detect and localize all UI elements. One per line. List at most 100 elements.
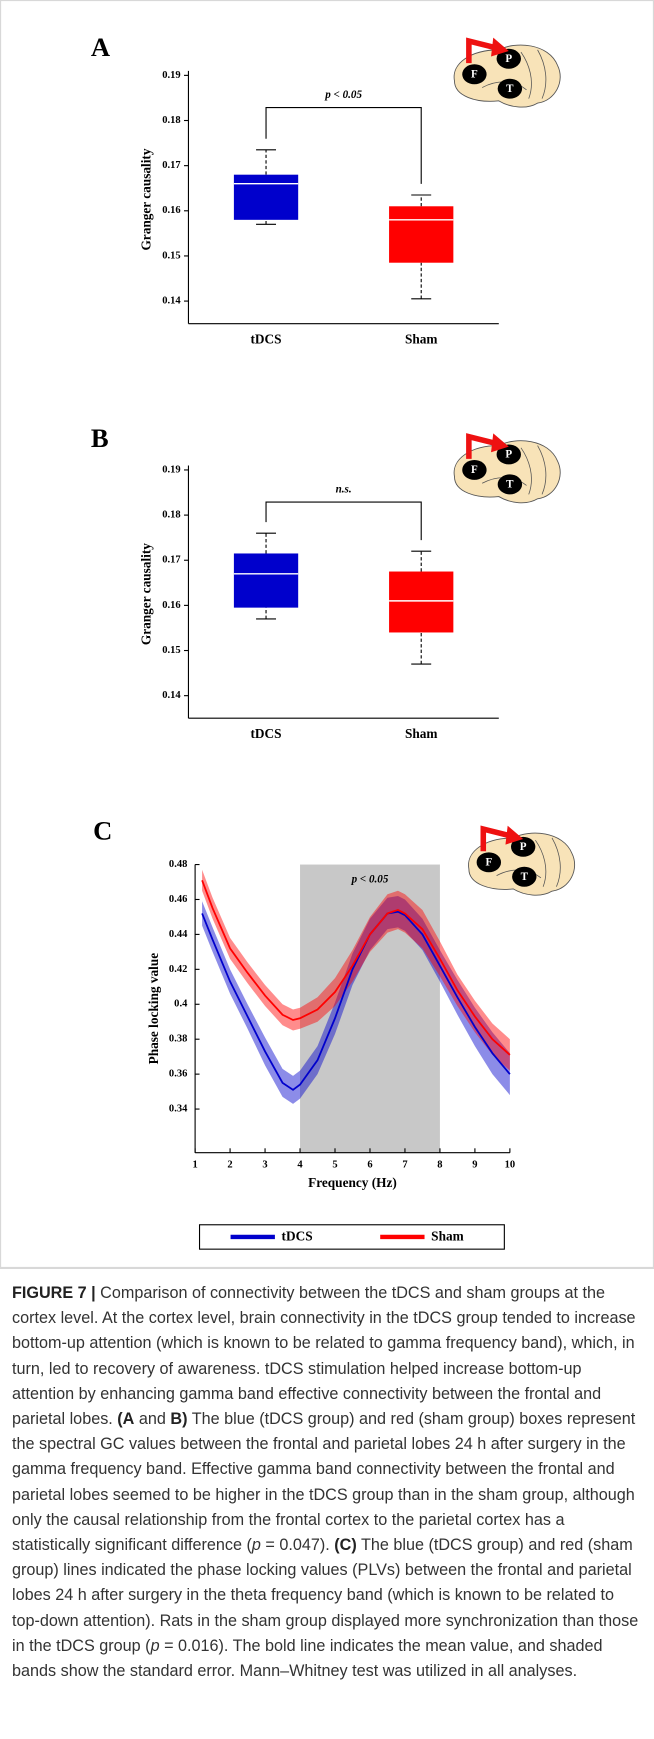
arrow-head (491, 433, 509, 453)
x-tick-label: tDCS (251, 331, 282, 346)
figure-frame (0, 0, 654, 1268)
x-tick-label: 10 (505, 1159, 516, 1170)
y-tick-label: 0.15 (162, 645, 180, 656)
x-axis-label: Frequency (Hz) (308, 1175, 397, 1190)
caption-text: and (134, 1410, 171, 1429)
box (389, 571, 454, 633)
annotation: p < 0.05 (324, 89, 362, 101)
x-tick-label: 9 (472, 1159, 477, 1170)
causal-arrow (480, 825, 511, 852)
y-tick-label: 0.19 (162, 70, 180, 81)
y-tick-label: 0.17 (162, 555, 180, 566)
arrow-head (505, 825, 524, 845)
x-tick-label: 3 (262, 1159, 267, 1170)
caption-text: = 0.047). (260, 1536, 335, 1555)
lobe-label: T (506, 83, 514, 95)
lobe-marker (497, 474, 523, 495)
lobe-marker (476, 852, 502, 873)
mean-line (201, 879, 511, 1056)
x-tick-label: Sham (405, 726, 438, 741)
x-tick-label: 8 (437, 1159, 442, 1170)
x-tick-label: Sham (405, 331, 438, 346)
lobe-label: P (505, 449, 512, 461)
lobe-marker (497, 78, 523, 99)
y-tick-label: 0.14 (162, 690, 181, 701)
caption-text: B) (170, 1410, 188, 1429)
lobe-marker (512, 866, 537, 887)
lobe-marker (496, 48, 521, 69)
lobe-marker (510, 836, 536, 857)
y-tick-label: 0.38 (169, 1034, 187, 1045)
x-tick-label: tDCS (251, 726, 282, 741)
caption-text: = 0.016). The bold line indicates the me… (12, 1636, 603, 1681)
y-tick-label: 0.34 (169, 1103, 188, 1114)
y-tick-label: 0.44 (169, 929, 188, 940)
caption: FIGURE 7 | Comparison of connectivity be… (0, 1268, 654, 1684)
annotation: p < 0.05 (351, 874, 389, 886)
x-tick-label: 5 (332, 1159, 337, 1170)
mean-line (201, 910, 511, 1091)
lobe-label: P (505, 53, 512, 65)
lobe-label: T (521, 871, 529, 883)
panel-label: A (91, 32, 111, 62)
lobe-marker (462, 459, 487, 480)
lobe-label: T (506, 478, 514, 490)
brain-shape (453, 440, 561, 504)
y-tick-label: 0.14 (162, 296, 181, 307)
arrow-head (491, 37, 509, 57)
causal-arrow (466, 37, 497, 64)
y-tick-label: 0.19 (162, 464, 180, 475)
legend-label: Sham (431, 1229, 464, 1244)
x-tick-label: 1 (192, 1159, 197, 1170)
lobe-label: F (471, 464, 478, 476)
box (389, 206, 454, 263)
y-tick-label: 0.17 (162, 160, 180, 171)
brain-shape (468, 832, 576, 896)
box (233, 553, 299, 608)
causal-arrow (466, 433, 497, 459)
caption-text: Comparison of connectivity between the t… (12, 1284, 636, 1429)
y-tick-label: 0.18 (162, 115, 180, 126)
significance-bracket (265, 501, 422, 541)
y-tick-label: 0.18 (162, 510, 180, 521)
caption-text: The blue (tDCS group) and red (sham grou… (12, 1536, 639, 1655)
y-tick-label: 0.42 (169, 964, 187, 975)
x-tick-label: 7 (402, 1159, 407, 1170)
y-tick-label: 0.48 (169, 859, 187, 870)
panel-label: B (91, 423, 109, 453)
lobe-label: F (471, 68, 478, 80)
lobe-label: F (485, 856, 492, 868)
caption-text: (A (117, 1410, 135, 1429)
legend-label: tDCS (282, 1229, 313, 1244)
box (233, 174, 299, 220)
x-tick-label: 6 (367, 1159, 372, 1170)
brain-icon: F P T (453, 433, 561, 504)
caption-text: p (150, 1636, 160, 1655)
lobe-marker (462, 64, 487, 85)
panel-label: C (93, 816, 112, 846)
figure: A F P T 0.14 0.15 0.16 0.17 0.18 0.19 Granger caus… (0, 0, 654, 1268)
y-tick-label: 0.4 (174, 999, 188, 1010)
y-tick-label: 0.36 (169, 1069, 187, 1080)
lobe-label: P (520, 841, 527, 853)
brain-icon: F P T (468, 825, 576, 896)
lobe-marker (496, 444, 521, 465)
y-axis-label: Granger causality (138, 543, 153, 645)
y-tick-label: 0.16 (162, 205, 180, 216)
caption-label: FIGURE 7 | (12, 1284, 96, 1302)
caption-text: (C) (334, 1536, 357, 1555)
annotation: n.s. (336, 483, 352, 495)
caption-text: The blue (tDCS group) and red (sham grou… (12, 1410, 636, 1555)
significance-bracket (265, 106, 422, 184)
x-tick-label: 2 (227, 1159, 232, 1170)
error-band (202, 869, 510, 1071)
y-axis-label: Granger causality (138, 148, 153, 250)
y-tick-label: 0.46 (169, 894, 187, 905)
shaded-region (300, 864, 440, 1153)
y-axis-label: Phase locking value (146, 953, 161, 1065)
caption-text: p (251, 1536, 261, 1555)
y-tick-label: 0.16 (162, 600, 180, 611)
brain-shape (453, 44, 561, 108)
brain-icon: F P T (453, 37, 561, 108)
